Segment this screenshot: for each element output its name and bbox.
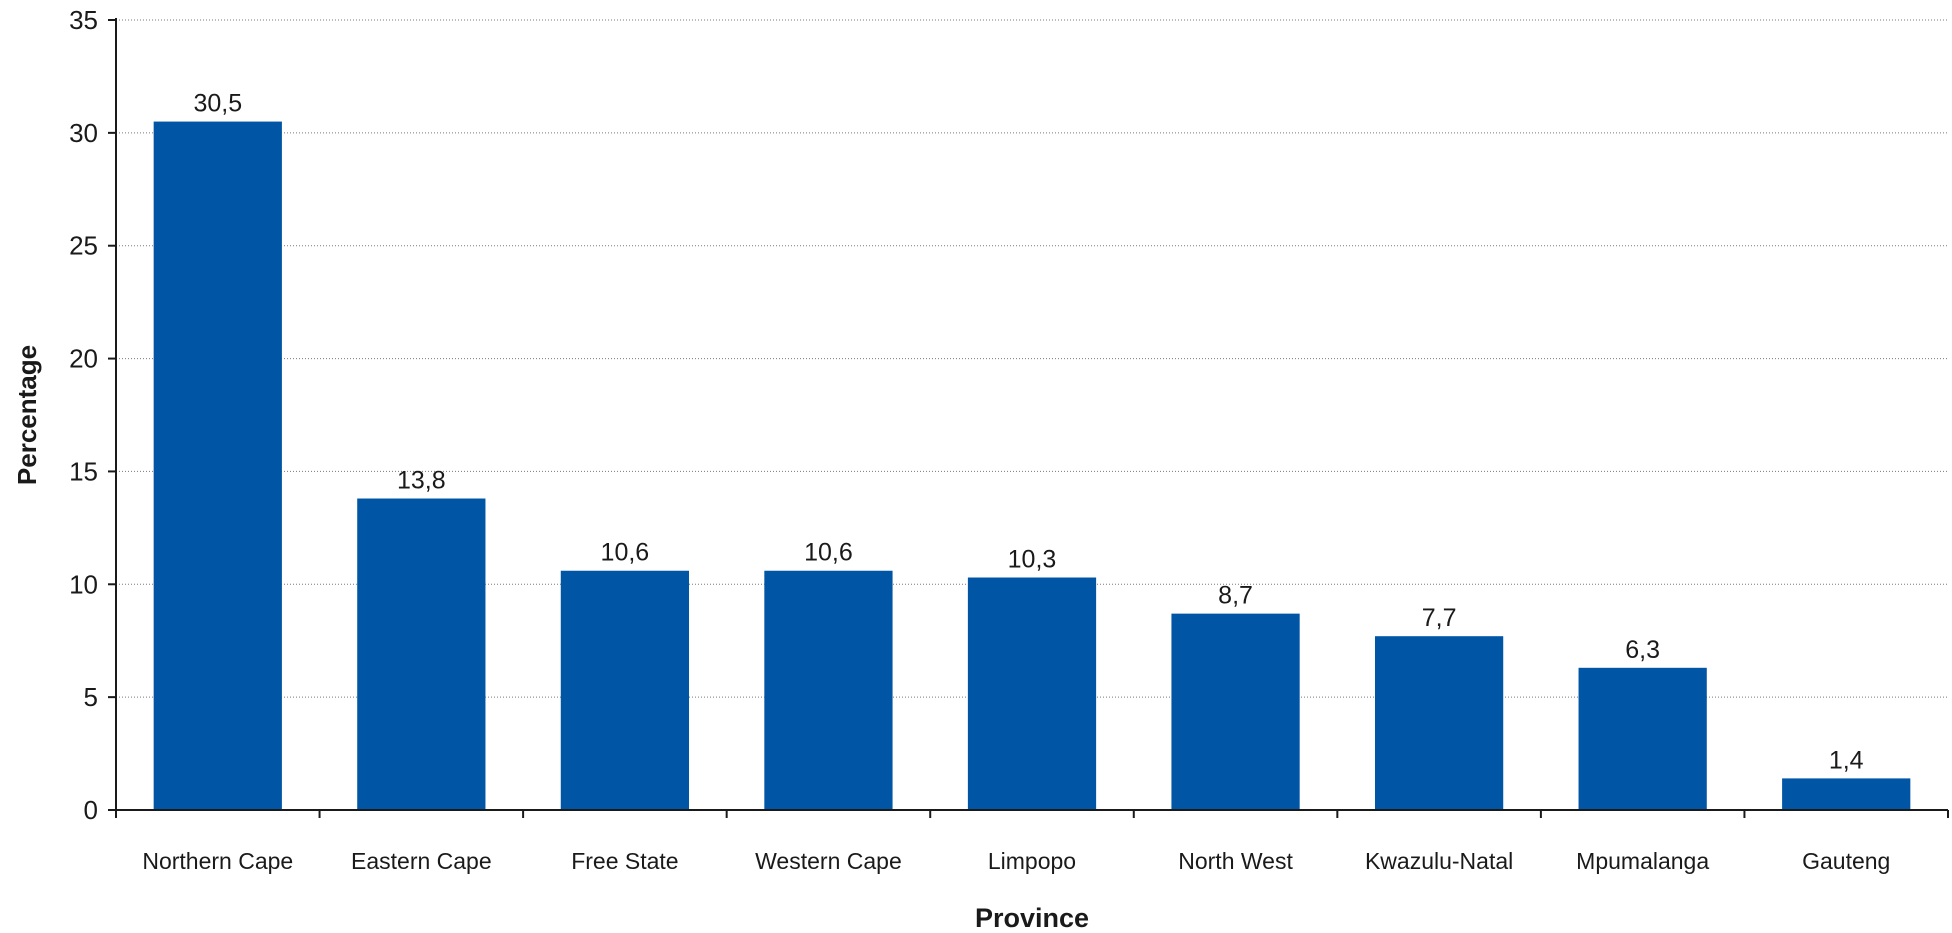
x-axis-title: Province [975, 903, 1089, 933]
y-tick-label: 15 [69, 456, 98, 486]
bar [967, 577, 1097, 810]
y-tick-label: 5 [84, 682, 98, 712]
bar-value-label: 10,6 [601, 539, 650, 567]
bar-value-label: 13,8 [397, 467, 446, 495]
y-axis-title: Percentage [12, 345, 42, 485]
bar [357, 498, 486, 810]
bar-value-label: 10,3 [1008, 546, 1057, 574]
y-tick-label: 35 [69, 5, 98, 35]
labels: 0 5 10 15 20 25 30 35 30,5 Northern Cape 13,8 Easte… [69, 5, 1890, 874]
bar-value-label: 30,5 [193, 90, 242, 118]
bar [764, 570, 893, 810]
bar [560, 570, 690, 810]
x-category-label: Gauteng [1802, 848, 1890, 874]
x-category-label: North West [1178, 848, 1293, 874]
bar-value-label: 7,7 [1422, 604, 1457, 632]
y-tick-label: 25 [69, 231, 98, 261]
bar-value-label: 10,6 [804, 539, 853, 567]
bar [153, 121, 282, 811]
x-category-label: Western Cape [755, 848, 902, 874]
bar [1171, 613, 1300, 810]
bar [1374, 636, 1504, 810]
x-category-label: Free State [571, 848, 678, 874]
y-tick-label: 0 [84, 795, 98, 825]
bar-value-label: 1,4 [1829, 746, 1864, 774]
bar-value-label: 8,7 [1218, 582, 1253, 610]
y-tick-label: 10 [69, 569, 98, 599]
x-category-label: Kwazulu-Natal [1365, 848, 1513, 874]
x-category-label: Northern Cape [142, 848, 293, 874]
x-category-label: Limpopo [988, 848, 1076, 874]
x-category-label: Eastern Cape [351, 848, 492, 874]
bar [1782, 778, 1911, 810]
y-tick-label: 20 [69, 344, 98, 374]
bar-value-label: 6,3 [1625, 636, 1660, 664]
axes [108, 18, 1949, 818]
y-tick-label: 30 [69, 118, 98, 148]
x-category-label: Mpumalanga [1576, 848, 1709, 874]
bars [153, 121, 1911, 811]
bar [1578, 667, 1707, 810]
